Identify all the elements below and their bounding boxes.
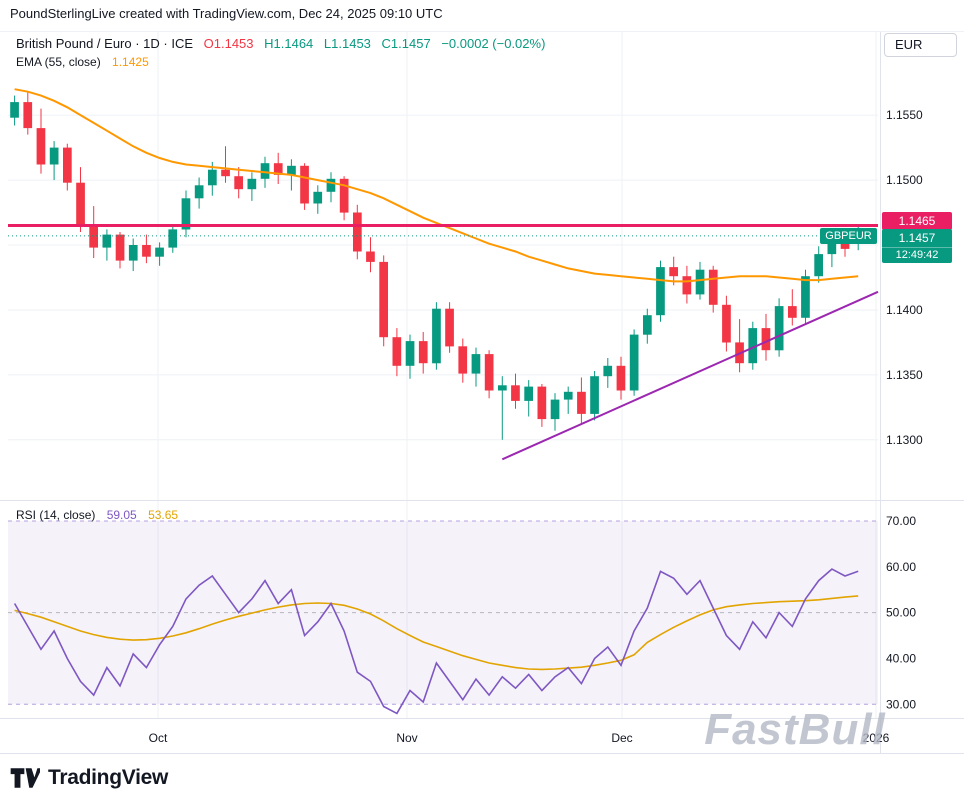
currency-selector-button[interactable]: EUR xyxy=(884,33,957,57)
svg-text:70.00: 70.00 xyxy=(886,514,916,528)
rsi-legend[interactable]: RSI (14, close) 59.05 53.65 xyxy=(16,508,178,522)
level-price-badge: 1.1465 xyxy=(882,212,952,230)
trendline[interactable] xyxy=(501,290,879,461)
tradingview-footer[interactable]: TradingView xyxy=(10,766,168,790)
symbol-title: British Pound / Euro · 1D · ICE xyxy=(16,36,194,51)
symbol-price-tag: GBPEUR xyxy=(820,228,877,244)
svg-text:Nov: Nov xyxy=(396,731,417,745)
attribution-bar: PoundSterlingLive created with TradingVi… xyxy=(10,6,443,21)
ema-legend-value: 1.1425 xyxy=(112,55,149,69)
bar-countdown: 12:49:42 xyxy=(882,247,952,263)
svg-text:60.00: 60.00 xyxy=(886,560,916,574)
svg-text:1.1400: 1.1400 xyxy=(886,303,923,317)
rsi-legend-value: 59.05 xyxy=(106,508,137,522)
tradingview-logo-icon[interactable] xyxy=(10,767,40,789)
svg-text:1.1300: 1.1300 xyxy=(886,433,923,447)
ohlc-low: L1.1453 xyxy=(323,36,371,51)
rsi-ma-line xyxy=(14,595,859,671)
svg-text:2026: 2026 xyxy=(863,731,890,745)
candles-layer xyxy=(10,91,863,440)
svg-text:1.1550: 1.1550 xyxy=(886,108,923,122)
svg-text:40.00: 40.00 xyxy=(886,652,916,666)
price-axis-labels[interactable]: 1.1550 1.1500 1.1400 1.1350 1.1300 70.00 60.00… xyxy=(886,108,923,711)
ohlc-close: C1.1457 xyxy=(381,36,431,51)
attribution-text: PoundSterlingLive created with TradingVi… xyxy=(10,6,443,21)
pane-borders xyxy=(0,31,964,754)
rsi-legend-label: RSI (14, close) xyxy=(16,508,96,522)
ema-line xyxy=(14,88,859,283)
ohlc-open: O1.1453 xyxy=(203,36,254,51)
ema-legend-label: EMA (55, close) xyxy=(16,55,101,69)
tradingview-brand-text: TradingView xyxy=(48,766,169,789)
rsi-ma-legend-value: 53.65 xyxy=(148,508,179,522)
last-price-value: 1.1457 xyxy=(898,231,936,245)
last-price-badge: 1.1457 12:49:42 xyxy=(882,229,952,263)
svg-text:50.00: 50.00 xyxy=(886,606,916,620)
svg-text:1.1500: 1.1500 xyxy=(886,173,923,187)
ema-legend[interactable]: EMA (55, close) 1.1425 xyxy=(16,55,149,69)
currency-selector-label: EUR xyxy=(895,37,923,52)
time-axis-labels[interactable]: Oct Nov Dec 2026 xyxy=(149,731,890,745)
rsi-band xyxy=(8,520,878,705)
ohlc-high: H1.1464 xyxy=(264,36,314,51)
ohlc-change: −0.0002 (−0.02%) xyxy=(441,36,546,51)
symbol-legend[interactable]: British Pound / Euro · 1D · ICE O1.1453 … xyxy=(16,36,545,51)
svg-text:30.00: 30.00 xyxy=(886,697,916,711)
svg-text:Oct: Oct xyxy=(149,731,168,745)
svg-text:1.1350: 1.1350 xyxy=(886,368,923,382)
svg-text:Dec: Dec xyxy=(611,731,632,745)
rsi-line xyxy=(13,568,859,715)
